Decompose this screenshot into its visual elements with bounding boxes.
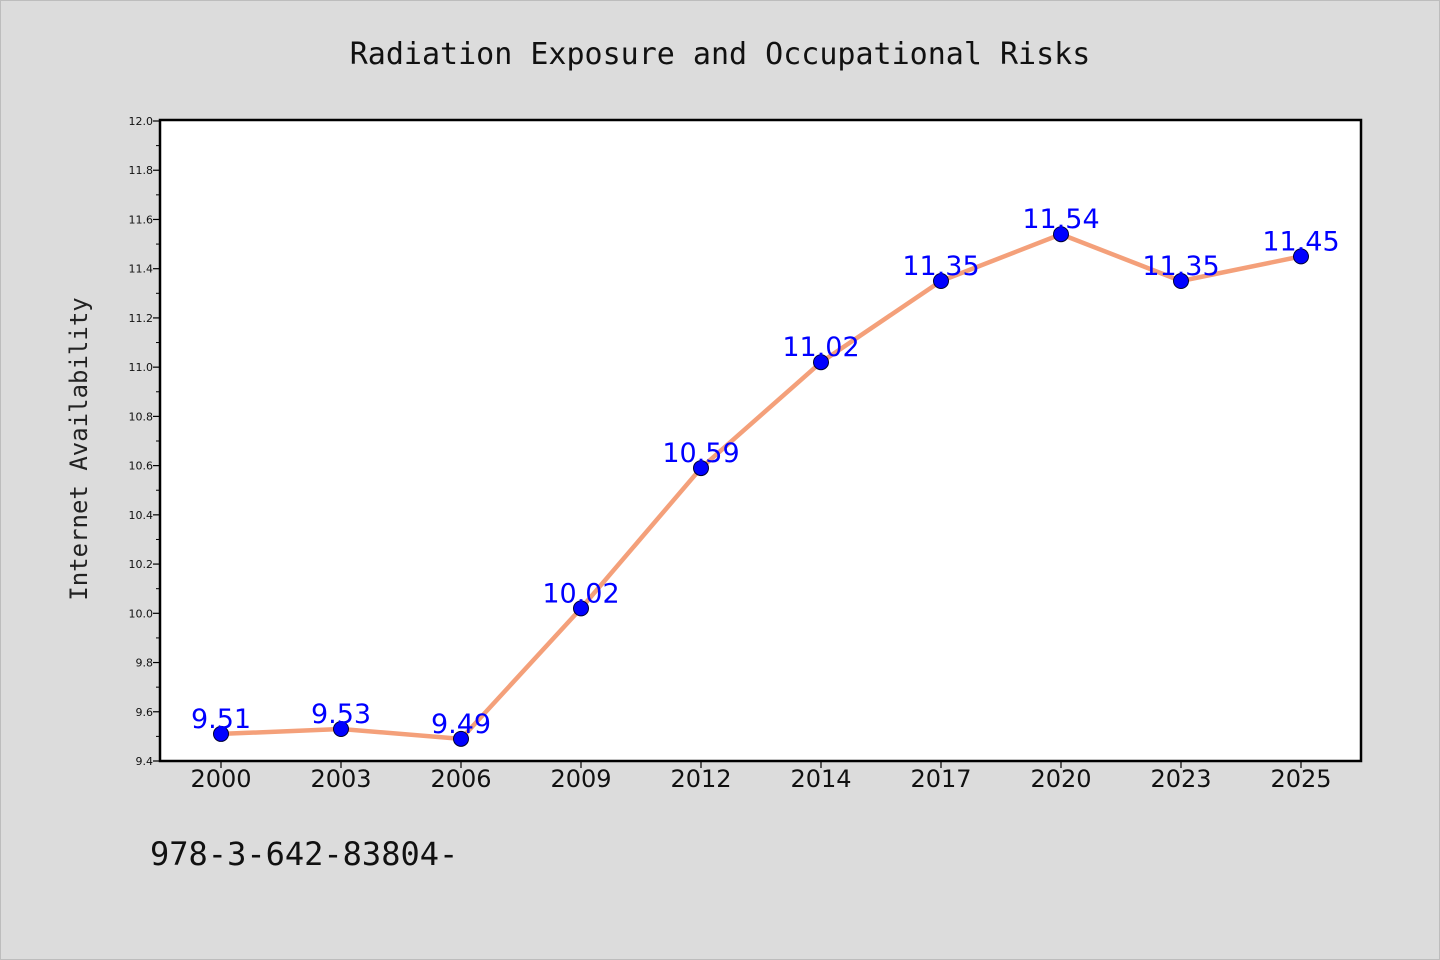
data-labels: 9.51 9.53 9.49 10.02 10.59 11.02 11.35 11.54 11.…	[191, 204, 1340, 740]
chart-title: Radiation Exposure and Occupational Risk…	[350, 37, 1091, 72]
x-tick-label: 2020	[1030, 765, 1091, 793]
data-label: 10.02	[542, 578, 619, 609]
x-tick-label: 2012	[670, 765, 731, 793]
x-axis: 2000 2003 2006 2009 2012 2014 2017 2020 2023 2025	[190, 761, 1332, 793]
y-tick-label: 11.6	[129, 213, 154, 226]
data-label: 9.49	[431, 709, 491, 740]
x-tick-label: 2025	[1270, 765, 1331, 793]
y-tick-label: 11.8	[129, 164, 154, 177]
x-tick-label: 2009	[550, 765, 611, 793]
data-label: 11.35	[902, 251, 979, 282]
data-label: 9.51	[191, 704, 251, 735]
y-axis-label: Internet Availability	[65, 297, 93, 600]
data-point	[213, 725, 229, 742]
data-point	[1173, 273, 1189, 289]
data-label: 11.02	[782, 332, 859, 363]
y-tick-label: 10.8	[129, 410, 154, 423]
series-line	[218, 231, 1304, 742]
y-tick-label: 9.4	[136, 755, 154, 768]
y-tick-label: 11.0	[129, 361, 154, 374]
data-point	[693, 460, 709, 477]
data-point	[933, 273, 949, 289]
data-label: 9.53	[311, 699, 371, 730]
data-point	[333, 721, 349, 737]
x-tick-label: 2003	[310, 765, 371, 793]
y-tick-label: 9.8	[136, 657, 154, 670]
data-label: 11.45	[1262, 226, 1339, 257]
data-point	[813, 354, 829, 371]
data-point	[573, 600, 589, 617]
data-label: 11.54	[1022, 204, 1099, 235]
y-axis: 9.4 9.6 9.8 10.0 10.2 10.4 10.6 10.8 11.0 11.2 11.…	[129, 115, 161, 768]
y-tick-label: 10.4	[129, 509, 154, 522]
y-tick-label: 9.6	[136, 706, 154, 719]
y-tick-label: 10.0	[129, 607, 154, 620]
y-tick-label: 10.6	[129, 460, 154, 473]
x-tick-label: 2006	[430, 765, 491, 793]
data-label: 11.35	[1142, 251, 1219, 282]
data-points	[213, 226, 1309, 747]
footnote-text: 978-3-642-83804-	[150, 835, 458, 873]
x-tick-label: 2017	[910, 765, 971, 793]
x-tick-label: 2014	[790, 765, 851, 793]
x-tick-label: 2000	[190, 765, 251, 793]
series-line-group	[218, 231, 1304, 742]
plot-area	[158, 118, 1363, 763]
x-tick-label: 2023	[1150, 765, 1211, 793]
y-tick-label: 11.4	[129, 263, 154, 276]
y-tick-label: 11.2	[129, 312, 154, 325]
y-tick-label: 12.0	[129, 115, 154, 128]
data-point	[453, 730, 469, 747]
data-label: 10.59	[662, 438, 739, 469]
data-point	[1293, 248, 1309, 265]
data-point	[1053, 226, 1069, 243]
y-tick-label: 10.2	[129, 558, 154, 571]
